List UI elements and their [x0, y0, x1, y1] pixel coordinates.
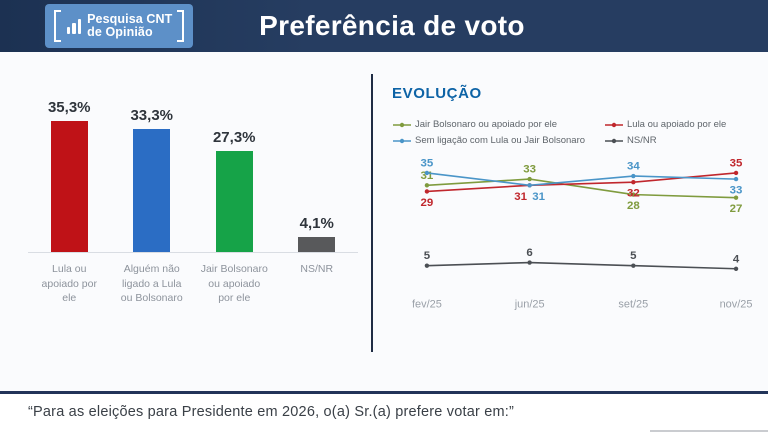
bar	[215, 151, 253, 252]
bar-value-label: 33,3%	[130, 106, 174, 124]
legend-label: NS/NR	[627, 135, 657, 146]
bar-category-label: Lula ou apoiado por ele	[41, 263, 97, 305]
svg-text:35: 35	[730, 157, 743, 169]
legend-label: Sem ligação com Lula ou Jair Bolsonaro	[415, 135, 586, 146]
svg-text:27: 27	[730, 203, 743, 215]
svg-text:5: 5	[424, 250, 431, 262]
svg-text:31: 31	[532, 191, 545, 203]
evolution-legend: Jair Bolsonaro ou apoiado por ele Lula ou…	[392, 119, 756, 146]
svg-text:33: 33	[730, 185, 743, 197]
corner-divider	[650, 430, 768, 432]
bar	[133, 128, 171, 252]
legend-label: Jair Bolsonaro ou apoiado por ele	[415, 119, 558, 130]
logo-line2: de Opinião	[87, 25, 153, 39]
header: Pesquisa CNT de Opinião Preferência de v…	[0, 0, 768, 52]
svg-text:5: 5	[630, 250, 637, 262]
bar	[50, 121, 88, 252]
bar-value-label: 27,3%	[212, 129, 256, 146]
bar-column: 35,3%	[28, 99, 111, 252]
svg-text:34: 34	[627, 161, 640, 173]
evolution-chart-wrap: 31 33 28 27 29 31 32 35 35 31 34 33 5 6 5 4 fev/25 jun/25…	[392, 148, 756, 316]
logo: Pesquisa CNT de Opinião	[45, 4, 193, 48]
bar-value-label: 35,3%	[47, 99, 91, 117]
bar-chart-category-labels: Lula ou apoiado por ele Alguém não ligado…	[28, 262, 358, 306]
page-title: Preferência de voto	[259, 10, 525, 41]
legend-marker-icon	[393, 122, 411, 127]
svg-text:32: 32	[627, 188, 640, 200]
legend-item: Sem ligação com Lula ou Jair Bolsonaro	[392, 135, 600, 146]
evolution-panel: EVOLUÇÃO Jair Bolsonaro ou apoiado por e…	[370, 52, 768, 391]
svg-text:6: 6	[526, 247, 532, 259]
legend-item: Lula ou apoiado por ele	[604, 119, 756, 130]
svg-text:29: 29	[421, 197, 434, 209]
svg-text:35: 35	[421, 157, 434, 169]
footer: “Para as eleições para Presidente em 202…	[0, 394, 768, 435]
survey-question: “Para as eleições para Presidente em 202…	[28, 404, 515, 420]
svg-text:set/25: set/25	[618, 299, 648, 311]
bar-value-label: 4,1%	[299, 214, 334, 232]
bracket-right-icon	[177, 10, 185, 42]
legend-item: Jair Bolsonaro ou apoiado por ele	[392, 119, 600, 130]
legend-marker-icon	[605, 122, 623, 127]
legend-marker-icon	[605, 138, 623, 143]
svg-text:33: 33	[523, 164, 536, 176]
bar-category-label: Alguém não ligado a Lula ou Bolsonaro	[120, 263, 183, 305]
bar-column: 33,3%	[111, 107, 194, 252]
legend-label: Lula ou apoiado por ele	[627, 119, 727, 130]
bar-column: 27,3%	[193, 129, 276, 252]
bar-category-label: Jair Bolsonaro ou apoiado por ele	[200, 263, 268, 305]
bar-column: 4,1%	[276, 215, 359, 252]
svg-text:jun/25: jun/25	[514, 299, 545, 311]
bar-category-label: NS/NR	[300, 263, 334, 275]
legend-marker-icon	[393, 138, 411, 143]
bracket-left-icon	[53, 10, 61, 42]
bar-chart-icon	[66, 18, 82, 34]
panel-divider	[371, 74, 373, 352]
logo-text: Pesquisa CNT de Opinião	[87, 11, 173, 40]
footer-rule	[0, 391, 768, 394]
legend-item: NS/NR	[604, 135, 756, 146]
svg-text:4: 4	[733, 253, 740, 265]
svg-text:nov/25: nov/25	[720, 299, 753, 311]
svg-text:28: 28	[627, 200, 640, 212]
svg-text:31: 31	[514, 191, 527, 203]
bar-chart: 35,3% 33,3% 27,3% 4,1%	[28, 52, 358, 253]
evolution-title: EVOLUÇÃO	[392, 85, 482, 102]
bar-chart-panel: 35,3% 33,3% 27,3% 4,1% Lula ou apoiado por …	[0, 52, 370, 391]
logo-line1: Pesquisa CNT	[87, 11, 173, 26]
main-content: 35,3% 33,3% 27,3% 4,1% Lula ou apoiado por …	[0, 52, 768, 391]
svg-text:fev/25: fev/25	[412, 299, 442, 311]
bar	[298, 236, 336, 252]
